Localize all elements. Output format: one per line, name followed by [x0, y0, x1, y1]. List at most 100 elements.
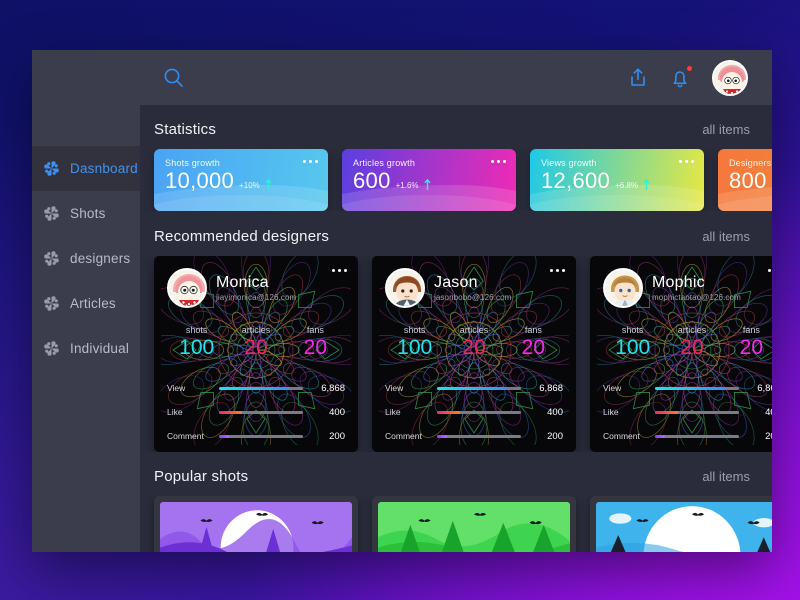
- designer-identity: Mophic mophictaotao@126.com: [652, 274, 741, 303]
- stat-bar-label: View: [385, 383, 404, 394]
- all-items-designers[interactable]: all items: [702, 229, 750, 244]
- more-options-icon[interactable]: [679, 160, 694, 163]
- stat-card-caption: Views growth: [541, 158, 597, 168]
- app-window: Dasnboard Shots designers Articles Individua…: [32, 50, 772, 552]
- stat-bar-view: View 6,868: [385, 380, 563, 396]
- search-icon[interactable]: [162, 66, 186, 90]
- stat-card-views-growth[interactable]: Views growth 12,600 +6.8%: [530, 149, 704, 211]
- sidebar-item-individual[interactable]: Individual: [32, 326, 140, 371]
- more-options-icon[interactable]: [768, 269, 772, 272]
- clover-icon: [42, 294, 61, 313]
- sidebar-item-label: Individual: [70, 341, 130, 356]
- more-options-icon[interactable]: [332, 269, 347, 272]
- designer-card-mophic[interactable]: Mophic mophictaotao@126.com shots 100 articl…: [590, 256, 772, 452]
- stat-card-value: 600: [353, 168, 391, 193]
- more-options-icon[interactable]: [550, 269, 565, 272]
- stat-card-shots-growth[interactable]: Shots growth 10,000 +10%: [154, 149, 328, 211]
- designer-name: Jason: [434, 273, 478, 291]
- sidebar: Dasnboard Shots designers Articles Individua…: [32, 50, 140, 552]
- kpi-fans: fans 20: [504, 325, 563, 360]
- stat-card-value-row: 12,600 +6.8%: [541, 170, 693, 192]
- stat-bar-label: Comment: [603, 431, 640, 442]
- kpi-value: 100: [615, 336, 651, 359]
- stat-bar-track: [437, 386, 521, 390]
- stat-bar-track: [655, 410, 739, 414]
- top-bar: [140, 50, 772, 105]
- designer-email: mophictaotao@126.com: [652, 293, 741, 303]
- stat-bar-fill: [437, 386, 509, 390]
- stat-card-value: 10,000: [165, 168, 235, 193]
- more-options-icon[interactable]: [491, 160, 506, 163]
- kpi-value: 20: [462, 336, 486, 359]
- stat-bar-value: 200: [329, 430, 345, 442]
- statistics-header: Statistics all items: [140, 121, 772, 138]
- all-items-shots[interactable]: all items: [702, 469, 750, 484]
- kpi-label: articles: [241, 325, 271, 335]
- stat-card-value-row: 800: [729, 170, 772, 192]
- designer-header: Monica jiayimonica@126.com: [167, 268, 345, 308]
- stat-bar-comment: Comment 200: [603, 428, 772, 444]
- all-items-statistics[interactable]: all items: [702, 122, 750, 137]
- mophic-avatar: [603, 268, 643, 308]
- stat-card-articles-growth[interactable]: Articles growth 600 +1.6%: [342, 149, 516, 211]
- bell-icon[interactable]: [668, 65, 692, 90]
- stat-bar-track: [219, 434, 303, 438]
- stat-bar-comment: Comment 200: [167, 428, 345, 444]
- kpi-label: shots: [185, 325, 208, 335]
- notification-badge: [687, 65, 692, 71]
- kpi-articles: articles 20: [662, 325, 721, 360]
- designer-identity: Jason jasonbobo@126.com: [434, 274, 511, 303]
- shot-thumbnail: [160, 502, 352, 552]
- stat-bar-label: Comment: [167, 431, 204, 442]
- statistics-cards: Shots growth 10,000 +10% Articles growth 600…: [140, 149, 772, 211]
- designer-email: jiayimonica@126.com: [216, 293, 297, 303]
- kpi-fans: fans 20: [722, 325, 772, 360]
- designer-identity: Monica jiayimonica@126.com: [216, 274, 296, 303]
- stat-bar-value: 200: [765, 430, 772, 442]
- kpi-shots: shots 100: [603, 325, 662, 360]
- stat-card-delta: +10%: [239, 181, 260, 190]
- more-options-icon[interactable]: [303, 160, 318, 163]
- stat-bar-label: View: [603, 383, 622, 394]
- stat-bar-like: Like 400: [385, 404, 563, 420]
- designer-card-monica[interactable]: Monica jiayimonica@126.com shots 100 article…: [154, 256, 358, 452]
- designer-name: Monica: [216, 273, 269, 291]
- share-icon[interactable]: [626, 66, 650, 90]
- designer-kpis: shots 100 articles 20 fans 20: [385, 325, 563, 360]
- shot-card-1[interactable]: [154, 496, 358, 552]
- stat-bar-track: [219, 386, 303, 390]
- sidebar-item-dasnboard[interactable]: Dasnboard: [32, 146, 140, 191]
- stat-bar-track: [437, 410, 521, 414]
- shot-card-3[interactable]: [590, 496, 772, 552]
- designers-header: Recommended designers all items: [140, 228, 772, 245]
- sidebar-item-shots[interactable]: Shots: [32, 191, 140, 236]
- stat-card-caption: Shots growth: [165, 158, 220, 168]
- trend-up-icon: [265, 179, 272, 191]
- stat-bar-value: 200: [547, 430, 563, 442]
- avatar[interactable]: [712, 59, 748, 96]
- stat-bar-fill: [219, 434, 230, 438]
- sidebar-item-designers[interactable]: designers: [32, 236, 140, 281]
- stat-bar-label: View: [167, 383, 186, 394]
- kpi-value: 100: [179, 336, 215, 359]
- shot-thumbnail: [378, 502, 570, 552]
- trend-up-icon: [643, 179, 650, 191]
- stat-card-designers[interactable]: Designers 800: [718, 149, 772, 211]
- stat-bar-value: 6,868: [321, 382, 345, 394]
- designer-kpis: shots 100 articles 20 fans 20: [167, 325, 345, 360]
- main-content: Statistics all items Shots growth 10,000 +…: [140, 50, 772, 552]
- sidebar-item-articles[interactable]: Articles: [32, 281, 140, 326]
- section-title-statistics: Statistics: [154, 121, 217, 138]
- kpi-label: fans: [306, 325, 324, 335]
- stat-bar-label: Comment: [385, 431, 422, 442]
- sidebar-item-label: Shots: [70, 206, 106, 221]
- designer-card-jason[interactable]: Jason jasonbobo@126.com shots 100 articles 20…: [372, 256, 576, 452]
- section-title-designers: Recommended designers: [154, 228, 330, 245]
- trend-up-icon: [424, 179, 430, 191]
- stat-bar-label: Like: [603, 407, 619, 418]
- clover-icon: [42, 204, 61, 223]
- stat-bar-label: Like: [167, 407, 183, 418]
- stat-bar-view: View 6,868: [167, 380, 345, 396]
- card-wave-back: [154, 195, 328, 211]
- shot-card-2[interactable]: [372, 496, 576, 552]
